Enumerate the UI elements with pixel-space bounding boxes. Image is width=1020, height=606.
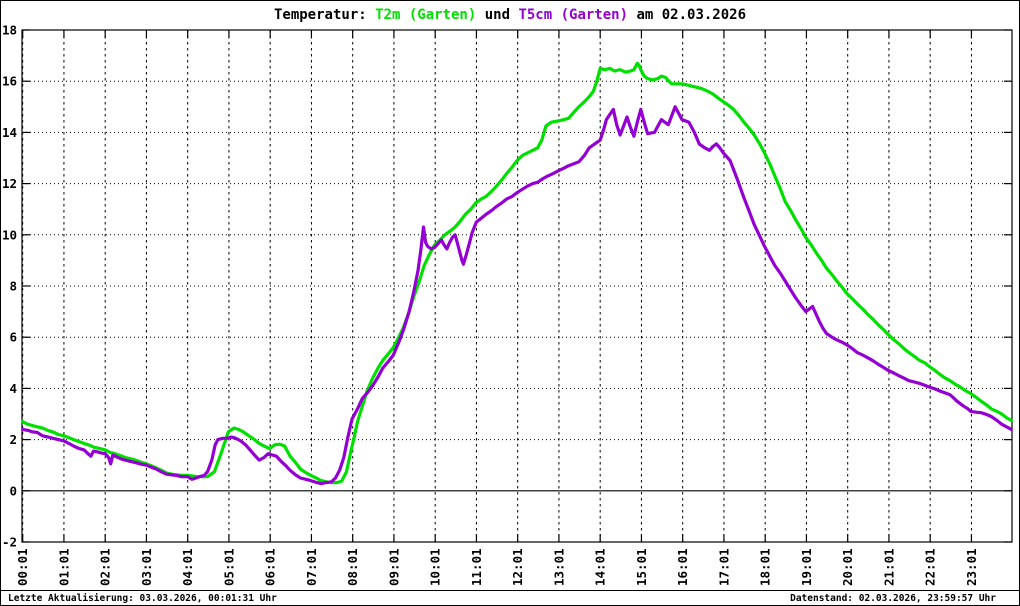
chart-title-mid: und [476, 7, 518, 23]
y-tick-label: 2 [9, 432, 17, 447]
y-tick-label: 0 [9, 483, 17, 498]
grid-lines [22, 29, 1012, 543]
x-tick-label: 12:01 [510, 548, 525, 586]
x-tick-label: 09:01 [386, 548, 401, 586]
x-tick-label: 17:01 [716, 548, 731, 586]
chart-title-prefix: Temperatur: [274, 7, 375, 23]
chart-title-suffix: am 02.03.2026 [628, 7, 746, 23]
x-tick-label: 23:01 [964, 548, 979, 586]
x-tick-label: 15:01 [634, 548, 649, 586]
y-tick-label: -2 [2, 535, 17, 550]
t2m-line [21, 61, 1013, 485]
x-tick-label: 04:01 [180, 548, 195, 586]
x-tick-label: 14:01 [593, 548, 608, 586]
series-t5cm-label: T5cm (Garten) [518, 7, 628, 23]
plot-area: -2 0 2 4 6 8 10 12 14 16 18 00:01 01:01 02:01 03:01 04:… [2, 23, 1013, 587]
x-tick-label: 02:01 [98, 548, 113, 586]
x-tick-label: 22:01 [923, 548, 938, 586]
x-tick-label: 19:01 [799, 548, 814, 586]
x-tick-label: 05:01 [221, 548, 236, 586]
y-tick-label: 10 [2, 227, 17, 242]
x-tick-label: 21:01 [881, 548, 896, 586]
x-tick-label: 07:01 [304, 548, 319, 586]
chart-title: Temperatur: T2m (Garten) und T5cm (Garte… [274, 7, 746, 23]
x-tick-label: 13:01 [551, 548, 566, 586]
last-update-text: Letzte Aktualisierung: 03.03.2026, 00:01… [8, 593, 277, 604]
x-tick-label: 18:01 [758, 548, 773, 586]
y-tick-label: 6 [9, 330, 17, 345]
x-tick-label: 01:01 [56, 548, 71, 586]
series-t2m-label: T2m (Garten) [375, 7, 476, 23]
x-tick-label: 10:01 [428, 548, 443, 586]
x-tick-label: 16:01 [675, 548, 690, 586]
y-tick-label: 18 [2, 23, 17, 38]
series-lines [21, 61, 1013, 486]
t5cm-line [21, 105, 1013, 486]
x-tick-label: 03:01 [139, 548, 154, 586]
data-timestamp-text: Datenstand: 02.03.2026, 23:59:57 Uhr [790, 593, 996, 604]
y-tick-label: 8 [9, 279, 17, 294]
y-tick-label: 12 [2, 176, 17, 191]
y-tick-label: 16 [2, 74, 17, 89]
y-tick-label: 4 [9, 381, 17, 396]
x-tick-label: 11:01 [469, 548, 484, 586]
plot-border [21, 29, 1013, 543]
y-tick-label: 14 [2, 125, 17, 140]
x-tick-label: 00:01 [15, 548, 30, 586]
axis-labels: -2 0 2 4 6 8 10 12 14 16 18 00:01 01:01 02:01 03:01 04:… [2, 23, 979, 587]
x-tick-label: 08:01 [345, 548, 360, 586]
x-tick-label: 20:01 [840, 548, 855, 586]
x-tick-label: 06:01 [263, 548, 278, 586]
